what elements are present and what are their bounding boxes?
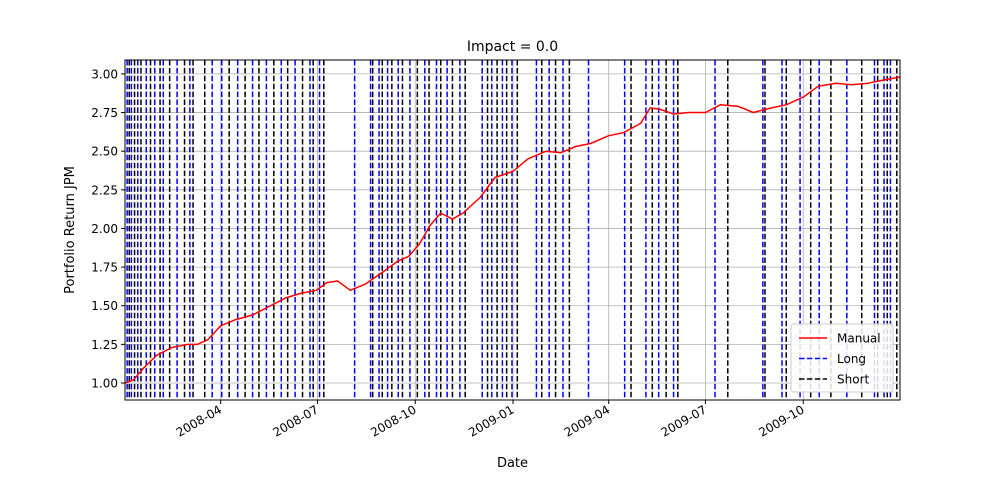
y-tick-label: 1.75	[91, 261, 118, 275]
x-tick-label: 2009-07	[659, 402, 709, 439]
legend: Manual Long Short	[790, 323, 894, 393]
x-tick-label: 2009-01	[466, 402, 516, 439]
manual-series-line	[124, 76, 901, 384]
legend-label-manual: Manual	[837, 332, 881, 346]
y-tick-label: 1.50	[91, 299, 118, 313]
x-tick-label: 2008-04	[174, 402, 224, 439]
x-tick-label: 2009-04	[562, 402, 612, 439]
plot-frame	[124, 59, 901, 401]
y-tick-label: 1.25	[91, 338, 118, 352]
chart-title: Impact = 0.0	[467, 39, 558, 55]
y-tick-label: 2.00	[91, 222, 118, 236]
y-tick-label: 1.00	[91, 377, 118, 391]
x-tick-label: 2009-10	[756, 402, 806, 439]
x-axis-label: Date	[497, 456, 528, 471]
y-tick-label: 3.00	[91, 67, 118, 81]
y-tick-label: 2.50	[91, 145, 118, 159]
y-tick-label: 2.25	[91, 183, 118, 197]
legend-box	[790, 323, 894, 393]
legend-label-short: Short	[837, 373, 869, 387]
signal-lines	[126, 60, 898, 400]
y-axis-label: Portfolio Return JPM	[63, 166, 78, 294]
y-tick-label: 2.75	[91, 106, 118, 120]
legend-label-long: Long	[837, 352, 866, 366]
x-tick-label: 2008-07	[270, 402, 320, 439]
series-lines	[124, 76, 901, 384]
axes: 1.00 1.25 1.50 1.75 2.00 2.25 2.50 2.75 3.00 2008…	[91, 67, 806, 439]
x-tick-label: 2008-10	[368, 402, 418, 439]
